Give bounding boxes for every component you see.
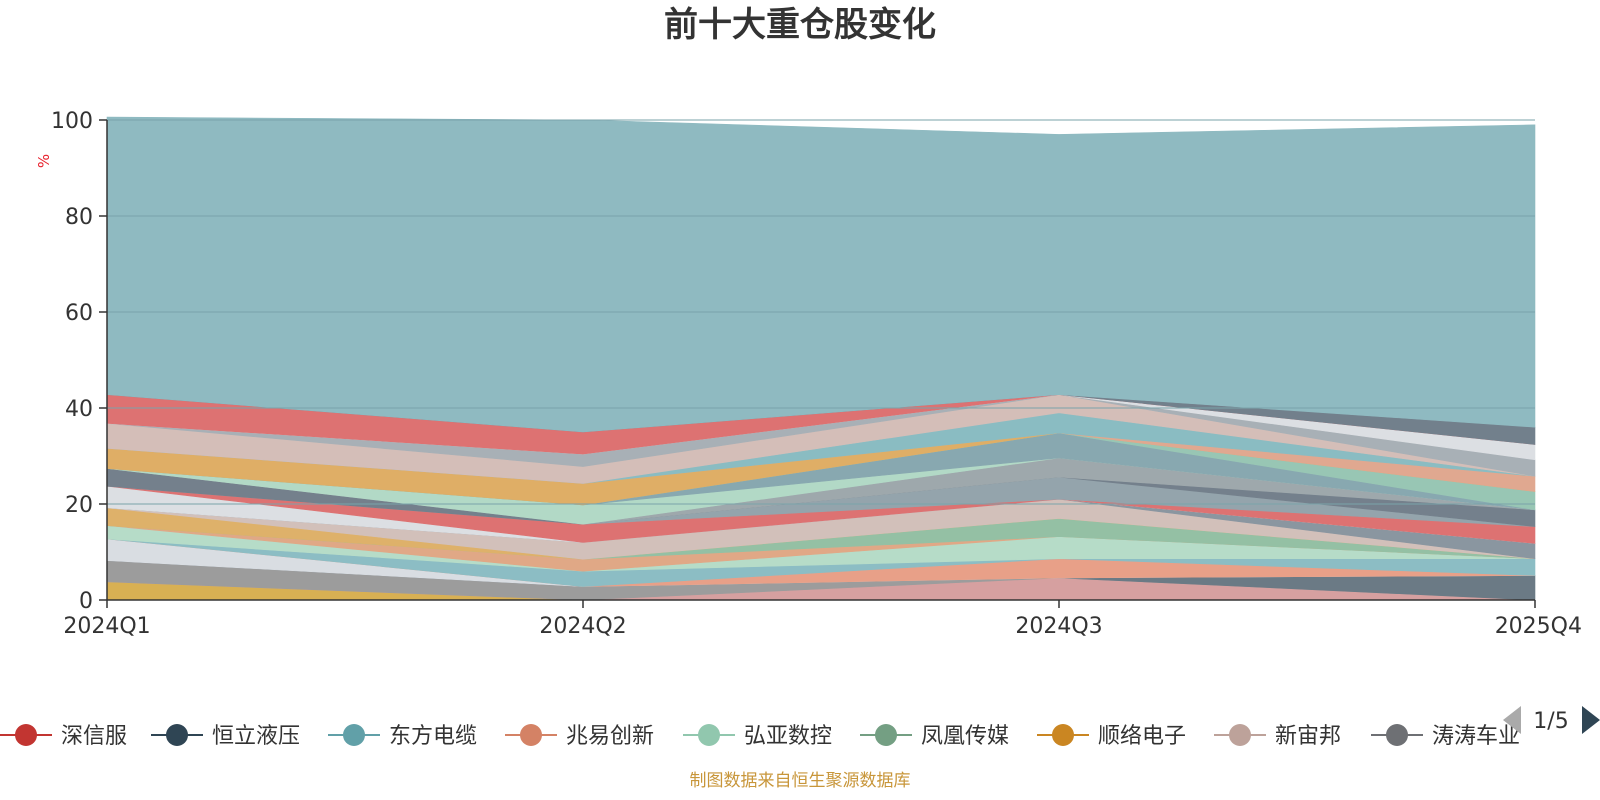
legend-marker (343, 724, 365, 746)
legend-item-6[interactable]: 凤凰传媒 (860, 724, 1009, 749)
legend-label: 凤凰传媒 (921, 724, 1009, 749)
legend-next-icon[interactable] (1582, 706, 1600, 734)
legend-marker (698, 724, 720, 746)
x-tick-label-2024Q2: 2024Q2 (539, 614, 626, 639)
legend-item-2[interactable]: 恒立液压 (151, 724, 300, 749)
x-tick-label-2024Q3: 2024Q3 (1015, 614, 1102, 639)
legend-label: 涛涛车业 (1432, 724, 1520, 749)
legend-item-7[interactable]: 顺络电子 (1037, 724, 1186, 749)
legend-item-9[interactable]: 涛涛车业 (1371, 724, 1520, 749)
legend-marker (15, 724, 37, 746)
area-layers (106, 116, 1536, 601)
legend-item-1[interactable]: 深信服 (0, 724, 127, 749)
legend-item-8[interactable]: 新宙邦 (1214, 724, 1341, 749)
legend-item-4[interactable]: 兆易创新 (505, 724, 654, 749)
legend-prev-icon[interactable] (1503, 706, 1521, 734)
legend-marker (1386, 724, 1408, 746)
chart-title: 前十大重仓股变化 (664, 5, 936, 45)
y-axis-unit-label: % (35, 154, 53, 168)
x-tick-label-2025Q4: 2025Q4 (1495, 614, 1582, 639)
legend-marker (166, 724, 188, 746)
legend-pager: 1/5 (1503, 706, 1600, 734)
legend-marker (875, 724, 897, 746)
area-series-30 (106, 116, 1536, 433)
legend-marker (520, 724, 542, 746)
legend-item-5[interactable]: 弘亚数控 (683, 724, 832, 749)
y-tick-label-60: 60 (65, 301, 93, 326)
legend-label: 兆易创新 (566, 724, 654, 749)
legend-marker (1229, 724, 1251, 746)
legend-page-indicator: 1/5 (1533, 709, 1568, 734)
y-tick-label-20: 20 (65, 493, 93, 518)
legend-label: 深信服 (61, 724, 127, 749)
legend-label: 恒立液压 (212, 724, 300, 749)
legend-item-3[interactable]: 东方电缆 (328, 724, 477, 749)
legend-marker (1052, 724, 1074, 746)
x-tick-label-2024Q1: 2024Q1 (63, 614, 150, 639)
data-source-note: 制图数据来自恒生聚源数据库 (690, 771, 911, 791)
axes: 0 20 40 60 80 100 2024Q1 2024Q2 2024Q3 2025Q4 (51, 109, 1582, 639)
y-tick-label-80: 80 (65, 205, 93, 230)
y-tick-label-0: 0 (79, 589, 93, 614)
legend-label: 顺络电子 (1098, 724, 1186, 749)
legend: 深信服 恒立液压 东方电缆 兆易创新 弘亚数控 凤凰传媒 顺络电子 新宙邦 涛涛车业 (0, 724, 1520, 749)
legend-label: 新宙邦 (1275, 724, 1341, 749)
y-tick-label-100: 100 (51, 109, 93, 134)
legend-label: 东方电缆 (389, 724, 477, 749)
y-tick-label-40: 40 (65, 397, 93, 422)
grid-lines (107, 119, 1535, 505)
legend-label: 弘亚数控 (744, 724, 832, 749)
